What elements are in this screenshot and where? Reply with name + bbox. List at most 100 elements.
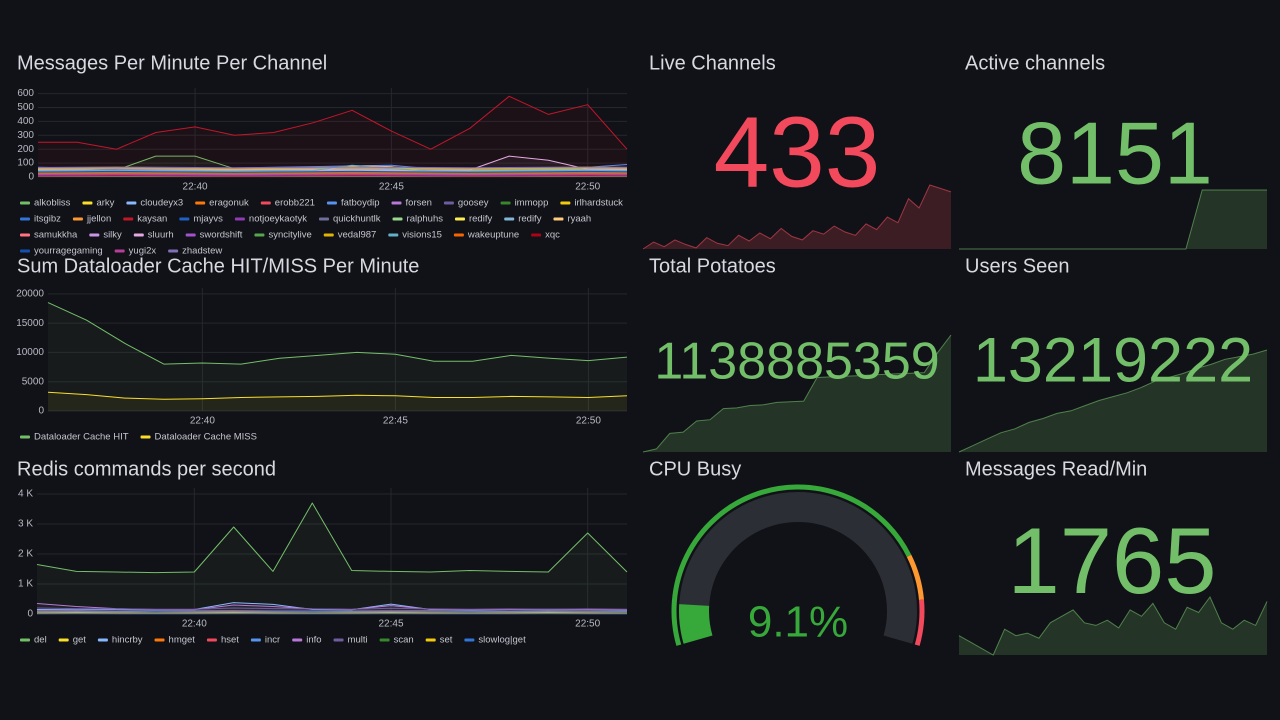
- legend-swatch: [531, 233, 542, 237]
- x-tick-label: 22:40: [190, 416, 215, 427]
- threshold-base: [671, 484, 912, 646]
- legend-swatch: [20, 201, 30, 205]
- legend-label: hset: [221, 635, 239, 646]
- legend-label: immopp: [515, 198, 549, 209]
- legend-swatch: [72, 217, 83, 221]
- series-area: [38, 167, 627, 177]
- legend-label: hincrby: [112, 635, 143, 646]
- series-line: [38, 95, 628, 150]
- legend-item: notjoeykaotyk: [234, 214, 307, 225]
- legend-swatch: [292, 638, 303, 642]
- legend-swatch: [20, 217, 30, 221]
- legend-item: irlhardstuck: [560, 198, 623, 209]
- legend-swatch: [179, 217, 190, 221]
- y-tick-label: 3 K: [18, 519, 33, 530]
- panel-title: CPU Busy: [649, 458, 741, 480]
- stat-value: 433: [714, 96, 881, 208]
- legend-label: scan: [394, 635, 414, 646]
- legend-swatch: [206, 638, 217, 642]
- y-tick-label: 500: [17, 102, 34, 113]
- legend-label: sluurh: [148, 230, 174, 241]
- legend-item: syncitylive: [254, 230, 312, 241]
- x-tick-label: 22:50: [576, 416, 601, 427]
- panel-title: Active channels: [965, 52, 1105, 74]
- legend-label: cloudeyx3: [140, 198, 183, 209]
- legend-label: info: [306, 635, 321, 646]
- legend-swatch: [326, 201, 337, 205]
- legend-label: ryaah: [567, 214, 591, 225]
- series-area: [38, 96, 627, 177]
- legend-item: cloudeyx3: [126, 198, 183, 209]
- legend-swatch: [250, 638, 261, 642]
- legend-label: ralphuhs: [407, 214, 444, 225]
- legend-item: multi: [333, 635, 368, 646]
- legend-label: hmget: [169, 635, 196, 646]
- stat-value: 1138885359: [654, 333, 939, 391]
- series-line: [37, 166, 628, 169]
- panel-title: Messages Read/Min: [965, 458, 1147, 480]
- legend-label: vedal987: [338, 230, 377, 241]
- legend-item: swordshift: [185, 230, 243, 241]
- y-tick-label: 15000: [16, 318, 44, 329]
- legend-item: redify: [504, 214, 542, 225]
- legend-swatch: [388, 233, 399, 237]
- legend-swatch: [443, 201, 454, 205]
- legend-swatch: [260, 201, 271, 205]
- legend-item: vedal987: [323, 230, 377, 241]
- legend-label: notjoeykaotyk: [249, 214, 307, 225]
- legend-swatch: [333, 638, 344, 642]
- gauge-label: 9.1%: [748, 598, 848, 647]
- y-tick-label: 4 K: [18, 489, 33, 500]
- legend-swatch: [123, 217, 134, 221]
- sparkline: [958, 596, 1268, 656]
- legend-item: goosey: [443, 198, 489, 209]
- legend-label: jjellon: [86, 214, 111, 225]
- series-area: [37, 503, 627, 614]
- legend-label: Dataloader Cache HIT: [34, 432, 129, 443]
- y-tick-label: 10000: [16, 347, 44, 358]
- legend-swatch: [58, 638, 69, 642]
- legend-label: set: [440, 635, 453, 646]
- legend-label: quickhuntlk: [333, 214, 381, 225]
- threshold-band: [914, 599, 925, 646]
- legend-swatch: [234, 217, 245, 221]
- legend-label: Dataloader Cache MISS: [155, 432, 257, 443]
- legend-item: hmget: [154, 635, 196, 646]
- sparkline-area: [959, 597, 1267, 655]
- legend-label: forsen: [406, 198, 432, 209]
- series-line: [47, 391, 628, 400]
- legend-swatch: [454, 217, 465, 221]
- series-area: [37, 603, 627, 614]
- legend-item: xqc: [531, 230, 560, 241]
- legend-item: hincrby: [97, 635, 143, 646]
- legend-item: immopp: [500, 198, 549, 209]
- y-tick-label: 0: [27, 609, 33, 620]
- legend-swatch: [560, 201, 571, 205]
- x-tick-label: 22:45: [383, 416, 408, 427]
- legend-label: alkobliss: [34, 198, 71, 209]
- legend-label: slowlog|get: [478, 635, 526, 646]
- legend-swatch: [323, 233, 334, 237]
- legend-item: fatboydip: [326, 198, 380, 209]
- panel-title: Total Potatoes: [649, 255, 776, 277]
- legend-item: eragonuk: [195, 198, 249, 209]
- legend-label: incr: [265, 635, 280, 646]
- legend-item: silky: [89, 230, 122, 241]
- legend-swatch: [185, 233, 196, 237]
- legend-swatch: [20, 435, 30, 439]
- legend-item: visions15: [388, 230, 442, 241]
- x-tick-label: 22:45: [379, 182, 404, 193]
- legend-label: visions15: [402, 230, 442, 241]
- legend-swatch: [126, 201, 137, 205]
- legend-swatch: [114, 249, 125, 253]
- series-line: [36, 607, 628, 610]
- y-tick-label: 100: [17, 158, 34, 169]
- panel-title: Live Channels: [649, 52, 776, 74]
- legend-item: info: [292, 635, 322, 646]
- legend-item: arky: [82, 198, 115, 209]
- legend-swatch: [319, 217, 329, 221]
- legend-swatch: [140, 435, 151, 439]
- panel-title: Users Seen: [965, 255, 1070, 277]
- legend-label: yourragegaming: [34, 246, 103, 257]
